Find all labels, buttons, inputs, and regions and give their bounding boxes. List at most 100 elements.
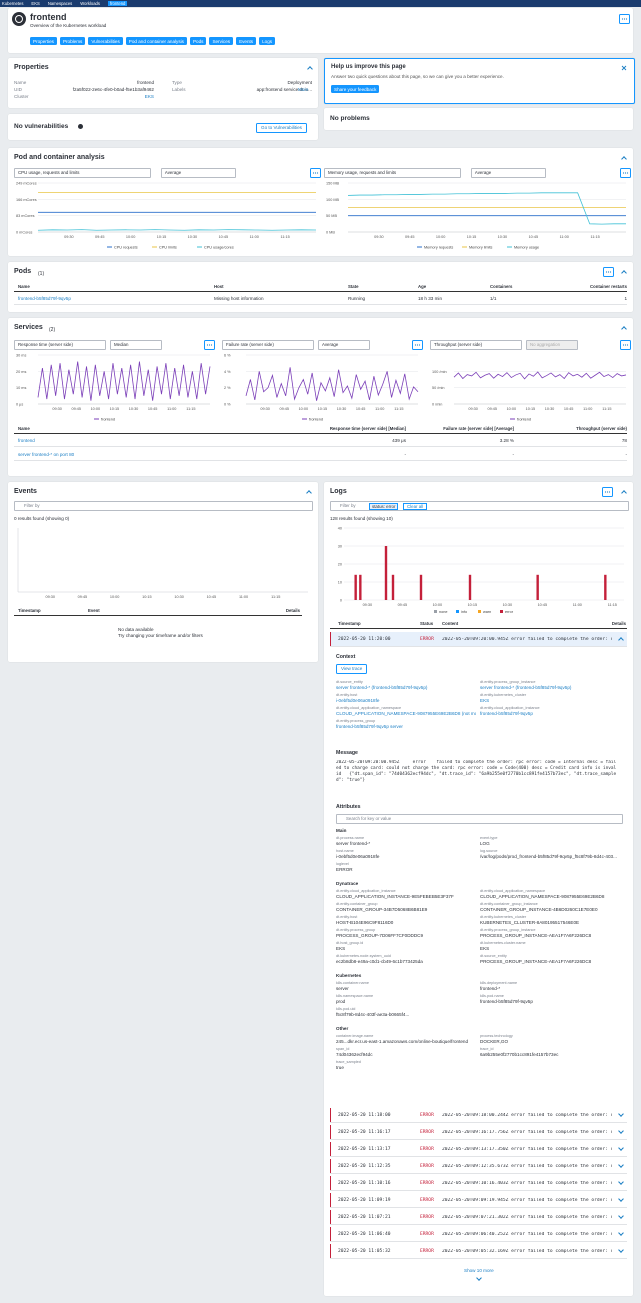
more-button[interactable] xyxy=(602,487,613,497)
more-button[interactable] xyxy=(620,168,631,178)
section-title: Events xyxy=(14,488,37,495)
context-value[interactable]: frontend-b5f85d79f-9qv5p server xyxy=(336,724,403,729)
log-row[interactable]: 2022-05-20 11:16:17 ERROR 2022-05-20T09:16… xyxy=(330,1125,627,1140)
collapse-toggle[interactable] xyxy=(618,1145,624,1151)
attribute-search[interactable]: Search for key or value xyxy=(336,814,623,824)
breadcrumb-item[interactable]: frontend xyxy=(107,1,128,6)
log-timestamp: 2022-05-20 11:13:17 xyxy=(338,1146,391,1152)
collapse-toggle[interactable] xyxy=(306,490,312,496)
filter-input[interactable]: Filter by xyxy=(14,501,313,511)
breadcrumb-item[interactable]: Namespaces xyxy=(47,1,73,6)
x-tick-label: 11:00 xyxy=(375,407,384,411)
log-row[interactable]: 2022-05-20 11:06:40 ERROR 2022-05-20T09:06… xyxy=(330,1227,627,1242)
log-row[interactable]: 2022-05-20 11:10:16 ERROR 2022-05-20T09:10… xyxy=(330,1176,627,1191)
tab-button[interactable]: Pod and container analysis xyxy=(125,37,187,46)
clear-all[interactable]: Clear all xyxy=(403,503,428,510)
collapse-toggle[interactable] xyxy=(618,637,624,643)
log-row-expanded[interactable]: 2022-05-20 11:20:00 ERROR 2022-05-20T09:20… xyxy=(330,632,627,647)
collapse-toggle[interactable] xyxy=(618,1111,624,1117)
context-value[interactable]: i-0ebf5d0e06a0918fe xyxy=(336,698,380,703)
legend-swatch xyxy=(456,610,459,613)
metric-select[interactable]: Response time (server side) xyxy=(14,340,106,350)
vulnerabilities-button[interactable]: Go to Vulnerabilities xyxy=(256,123,307,133)
section-title: Logs xyxy=(330,488,347,495)
tab-button[interactable]: Services xyxy=(209,37,234,46)
filter-chip[interactable]: status: error xyxy=(369,503,399,510)
aggregation-select[interactable]: No aggregation xyxy=(526,340,578,350)
aggregation-select[interactable]: Median xyxy=(110,340,162,350)
more-button[interactable] xyxy=(310,168,321,178)
collapse-toggle[interactable] xyxy=(618,1179,624,1185)
log-row[interactable]: 2022-05-20 11:13:17 ERROR 2022-05-20T09:13… xyxy=(330,1142,627,1157)
log-row[interactable]: 2022-05-20 11:18:00 ERROR 2022-05-20T09:18… xyxy=(330,1108,627,1123)
collapse-toggle[interactable] xyxy=(618,1162,624,1168)
attribute-value: true xyxy=(336,1065,344,1070)
collapse-toggle[interactable] xyxy=(307,66,313,72)
log-content: 2022-05-20T09:20:00.945Z error failed to… xyxy=(442,636,612,642)
table-cell[interactable]: server frontend-* on port 80 xyxy=(18,452,75,457)
log-row[interactable]: 2022-05-20 11:09:19 ERROR 2022-05-20T09:09… xyxy=(330,1193,627,1208)
tab-button[interactable]: Pods xyxy=(189,37,207,46)
more-button[interactable] xyxy=(619,14,630,24)
aggregation-select[interactable]: Average xyxy=(470,168,547,178)
attribute-key: k8s.pod.uid xyxy=(336,1007,356,1011)
show-more[interactable]: Show 10 more xyxy=(464,1268,494,1273)
error-indicator xyxy=(330,1176,332,1190)
collapse-toggle[interactable] xyxy=(621,490,627,496)
context-value[interactable]: server frontend-* (frontend-b5f85d79f-9q… xyxy=(480,685,572,690)
collapse-toggle[interactable] xyxy=(618,1230,624,1236)
tab-button[interactable]: Logs xyxy=(259,37,276,46)
metric-select[interactable]: Throughput (server side) xyxy=(430,340,522,350)
metric-select[interactable]: CPU usage, requests and limits xyxy=(14,168,151,178)
legend-swatch xyxy=(478,610,481,613)
collapse-toggle[interactable] xyxy=(618,1128,624,1134)
breadcrumb-item[interactable]: Kubernetes xyxy=(2,1,24,6)
attribute-value: 245...dkr.ecr.us-east-1.amazonaws.com/on… xyxy=(336,1039,469,1044)
collapse-toggle[interactable] xyxy=(618,1213,624,1219)
tab-button[interactable]: Problems xyxy=(59,37,86,46)
table-cell[interactable]: frontend xyxy=(18,438,35,443)
collapse-toggle[interactable] xyxy=(618,1247,624,1253)
collapse-toggle[interactable] xyxy=(621,326,627,332)
more-button[interactable] xyxy=(620,340,631,350)
breadcrumb-item[interactable]: EKS xyxy=(31,1,40,6)
more-button[interactable] xyxy=(603,267,614,277)
attribute-key: dt.host_group.id xyxy=(336,941,364,945)
log-row[interactable]: 2022-05-20 11:07:21 ERROR 2022-05-20T09:07… xyxy=(330,1210,627,1225)
metric-select[interactable]: Memory usage, requests and limits xyxy=(324,168,461,178)
attribute-value: ec2b8db8-e49a-c0d1-cb49-6c1b773425da xyxy=(336,959,423,964)
breadcrumb-item[interactable]: Workloads xyxy=(80,1,100,6)
x-tick-label: 10:45 xyxy=(529,235,539,239)
feedback-button[interactable]: Share your feedback xyxy=(331,85,380,94)
x-tick-label: 09:30 xyxy=(45,595,55,599)
log-row[interactable]: 2022-05-20 11:12:35 ERROR 2022-05-20T09:12… xyxy=(330,1159,627,1174)
aggregation-select[interactable]: Average xyxy=(160,168,237,178)
collapse-toggle[interactable] xyxy=(618,1196,624,1202)
more-link[interactable]: More xyxy=(298,87,309,92)
view-trace-button[interactable]: View trace xyxy=(336,664,368,674)
collapse-toggle[interactable] xyxy=(476,1275,482,1281)
tab-button[interactable]: Vulnerabilities xyxy=(88,37,123,46)
collapse-toggle[interactable] xyxy=(621,156,627,162)
context-value[interactable]: frontend-b5f85d79f-9qv5p xyxy=(480,711,533,716)
y-tick-label: 0 % xyxy=(224,403,231,407)
y-tick-label: 4 % xyxy=(224,370,231,374)
tab-button[interactable]: Events xyxy=(236,37,257,46)
dot xyxy=(625,18,628,20)
context-value[interactable]: server frontend-* (frontend-b5f85d79f-9q… xyxy=(336,685,428,690)
x-tick-label: 10:45 xyxy=(564,407,574,411)
log-status: ERROR xyxy=(420,1180,434,1186)
context-value[interactable]: EKS xyxy=(480,698,490,703)
metric-select[interactable]: Failure rate (server side) xyxy=(222,340,314,350)
table-cell[interactable]: frontend-b5f85d79f-9qv5p xyxy=(18,296,71,301)
more-button[interactable] xyxy=(412,340,423,350)
more-button[interactable] xyxy=(204,340,215,350)
aggregation-select[interactable]: Average xyxy=(318,340,370,350)
log-row[interactable]: 2022-05-20 11:05:32 ERROR 2022-05-20T09:05… xyxy=(330,1244,627,1259)
attribute-value: PROCESS_GROUP_INSTANCE-AEA1F7A6F226DC8 xyxy=(480,959,592,964)
x-tick-label: 10:45 xyxy=(538,603,548,607)
context-value[interactable]: CLOUD_APPLICATION_NAMESPACE-9087955E69E2… xyxy=(336,711,476,716)
collapse-toggle[interactable] xyxy=(621,270,627,276)
tab-button[interactable]: Properties xyxy=(30,37,57,46)
log-content: 2022-05-20T09:05:32.169Z error failed to… xyxy=(442,1248,612,1254)
